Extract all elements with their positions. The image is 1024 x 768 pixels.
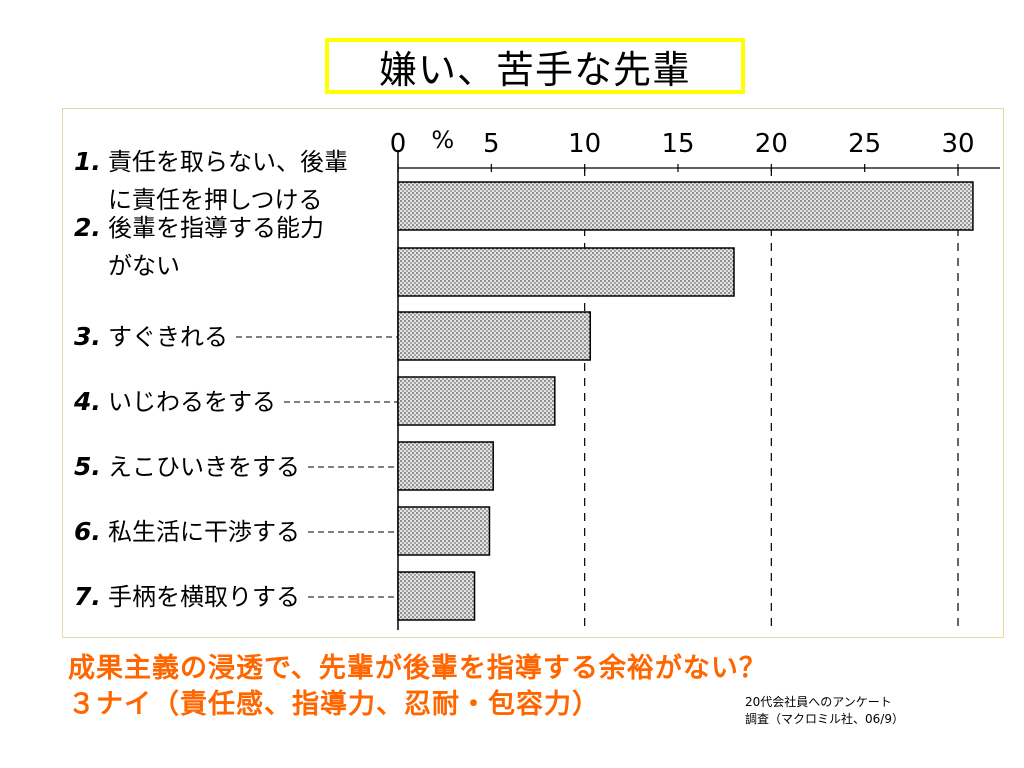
- axis-unit-label: %: [431, 126, 454, 154]
- category-label-4: いじわるをする: [108, 388, 276, 416]
- footer-three-nai: ３ナイ（責任感、指導力、忍耐・包容力）: [68, 689, 600, 720]
- source-line-1: 20代会社員へのアンケート: [745, 695, 892, 709]
- category-label-3: すぐきれる: [108, 323, 228, 351]
- tick-label-10: 10: [568, 129, 601, 159]
- category-label-1-line-1: 責任を取らない、後輩: [108, 148, 348, 176]
- category-label-5: えこひいきをする: [108, 453, 300, 481]
- slide-title: 嫌い、苦手な先輩: [325, 38, 745, 94]
- source-note: 20代会社員へのアンケート 調査（マクロミル社、06/9）: [745, 694, 904, 728]
- category-label-6: 私生活に干渉する: [108, 518, 300, 546]
- tick-label-25: 25: [848, 129, 881, 159]
- bar-7: [397, 571, 476, 621]
- category-label-7: 手柄を横取りする: [108, 583, 300, 611]
- category-number-7: 7.: [74, 582, 101, 611]
- category-label-2-line-2: がない: [108, 252, 180, 280]
- category-number-2: 2.: [74, 213, 101, 242]
- tick-label-30: 30: [941, 129, 974, 159]
- category-label-1-line-2: に責任を押しつける: [108, 186, 323, 214]
- tick-label-0: 0: [390, 129, 407, 159]
- tick-label-5: 5: [483, 129, 500, 159]
- bar-3: [397, 311, 592, 361]
- footer-comment: 成果主義の浸透で、先輩が後輩を指導する余裕がない？: [68, 653, 767, 684]
- category-number-1: 1.: [74, 147, 101, 176]
- tick-label-15: 15: [661, 129, 694, 159]
- bar-1: [397, 181, 974, 231]
- tick-label-20: 20: [755, 129, 788, 159]
- category-number-6: 6.: [74, 517, 101, 546]
- bar-6: [397, 506, 491, 556]
- bar-5: [397, 441, 494, 491]
- bar-2: [397, 247, 735, 297]
- category-number-5: 5.: [74, 452, 101, 481]
- source-line-2: 調査（マクロミル社、06/9）: [745, 712, 904, 726]
- bar-4: [397, 376, 556, 426]
- category-label-2-line-1: 後輩を指導する能力: [108, 214, 324, 242]
- category-number-3: 3.: [74, 322, 101, 351]
- category-number-4: 4.: [73, 387, 101, 416]
- chart-frame: [62, 108, 1004, 638]
